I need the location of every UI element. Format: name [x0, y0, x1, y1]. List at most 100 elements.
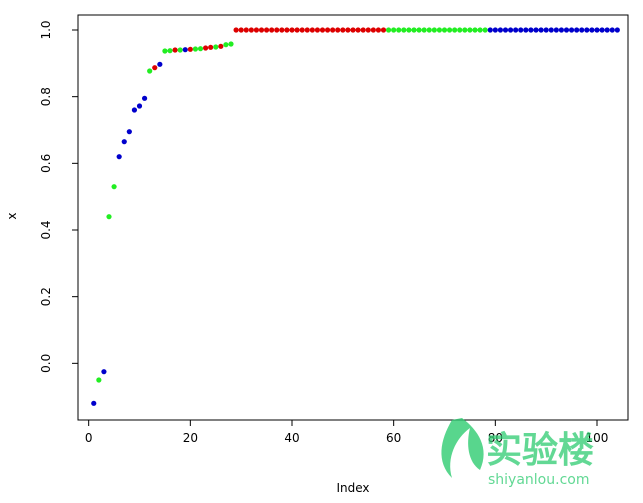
data-point: [233, 27, 239, 33]
data-point: [523, 27, 529, 33]
x-tick-label: 100: [586, 431, 609, 445]
x-tick-label: 80: [488, 431, 503, 445]
data-point: [131, 107, 138, 113]
data-point: [360, 27, 366, 33]
data-point: [157, 61, 163, 67]
data-point: [380, 27, 387, 33]
data-points: [91, 27, 620, 406]
data-point: [340, 27, 346, 33]
data-point: [238, 27, 244, 33]
data-point: [528, 27, 534, 33]
data-point: [482, 27, 488, 33]
data-point: [284, 27, 290, 33]
data-point: [202, 45, 209, 51]
watermark-domain-text: shiyanlou.com: [488, 472, 589, 488]
x-tick-label: 40: [284, 431, 299, 445]
data-point: [111, 184, 117, 190]
data-point: [243, 27, 249, 33]
data-point: [172, 47, 178, 53]
data-point: [568, 27, 575, 33]
data-point: [584, 27, 590, 33]
data-point: [121, 139, 127, 145]
data-point: [558, 27, 565, 33]
data-point: [604, 27, 610, 33]
data-point: [579, 27, 585, 33]
y-tick-label: 0.4: [39, 220, 53, 239]
data-point: [406, 27, 412, 33]
data-point: [614, 27, 620, 33]
x-axis: 0 20 40 60 80 100: [85, 420, 609, 445]
data-point: [253, 27, 260, 33]
data-point: [548, 27, 554, 33]
data-point: [248, 27, 254, 33]
data-point: [141, 95, 148, 101]
data-point: [574, 27, 580, 33]
data-point: [213, 44, 219, 50]
data-point: [543, 27, 549, 33]
data-point: [91, 400, 97, 406]
data-point: [457, 27, 463, 33]
data-point: [533, 27, 539, 33]
data-point: [182, 47, 188, 53]
data-point: [274, 27, 280, 33]
data-point: [462, 27, 468, 33]
data-point: [208, 44, 214, 50]
data-point: [396, 27, 402, 33]
data-point: [507, 27, 514, 33]
watermark-brand-text: 实验楼: [486, 430, 594, 471]
data-point: [228, 41, 234, 47]
y-axis-label: x: [5, 212, 19, 219]
x-tick-label: 20: [183, 431, 198, 445]
data-point: [147, 68, 153, 74]
y-tick-label: 0.8: [39, 87, 53, 106]
plot-area-border: [77, 14, 629, 421]
data-point: [197, 46, 204, 52]
data-point: [589, 27, 595, 33]
data-point: [365, 27, 371, 33]
data-point: [101, 369, 107, 375]
data-point: [319, 27, 326, 33]
data-point: [162, 48, 168, 54]
data-point: [187, 46, 193, 52]
data-point: [391, 27, 397, 33]
data-point: [314, 27, 321, 33]
y-tick-label: 0.2: [39, 287, 53, 306]
data-point: [309, 27, 315, 33]
data-point: [152, 65, 158, 71]
data-point: [258, 27, 265, 33]
data-point: [538, 27, 544, 33]
data-point: [594, 27, 600, 33]
data-point: [289, 27, 295, 33]
data-point: [441, 27, 448, 33]
data-point: [431, 27, 437, 33]
data-point: [416, 27, 422, 33]
data-point: [263, 27, 270, 33]
data-point: [269, 27, 275, 33]
data-point: [106, 214, 112, 220]
data-point: [345, 27, 351, 33]
data-point: [452, 27, 458, 33]
data-point: [518, 27, 524, 33]
data-point: [553, 27, 559, 33]
data-point: [609, 27, 615, 33]
data-point: [355, 27, 361, 33]
watermark-logo: 实验楼 shiyanlou.com: [441, 418, 594, 488]
data-point: [599, 27, 605, 33]
data-point: [401, 27, 407, 33]
data-point: [304, 27, 310, 33]
data-point: [330, 27, 336, 33]
data-point: [492, 27, 498, 33]
data-point: [421, 27, 427, 33]
data-point: [472, 27, 478, 33]
data-point: [167, 48, 173, 54]
data-point: [177, 47, 183, 53]
data-point: [96, 377, 102, 383]
data-point: [299, 27, 305, 33]
data-point: [126, 129, 132, 135]
x-tick-label: 0: [85, 431, 93, 445]
y-tick-label: 0.6: [39, 154, 53, 173]
data-point: [279, 27, 285, 33]
data-point: [370, 27, 376, 33]
data-point: [294, 27, 300, 33]
